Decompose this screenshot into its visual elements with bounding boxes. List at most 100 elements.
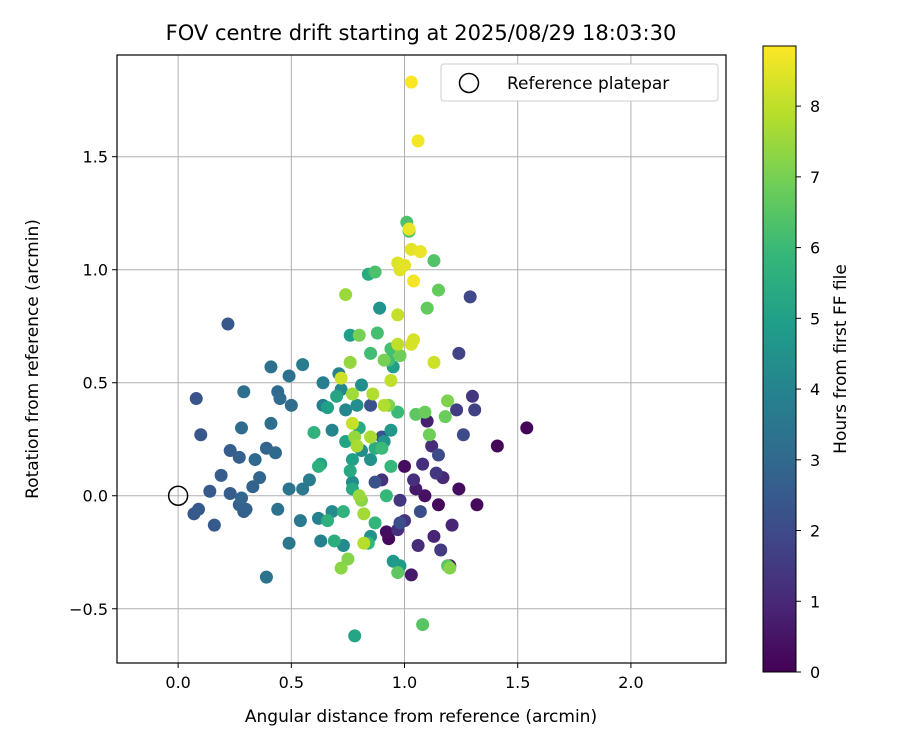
data-point (343, 355, 357, 369)
data-point (407, 274, 421, 288)
data-point (520, 421, 534, 435)
colorbar-tick-label: 0 (810, 663, 820, 682)
data-point (398, 459, 412, 473)
data-point (282, 369, 296, 383)
data-point (468, 403, 482, 417)
data-point (364, 346, 378, 360)
data-point (237, 385, 251, 399)
data-point (413, 245, 427, 259)
data-point (364, 430, 378, 444)
data-point (407, 473, 421, 487)
data-point (259, 570, 273, 584)
data-point (264, 360, 278, 374)
data-point (420, 301, 434, 315)
data-point (398, 258, 412, 272)
data-point (336, 505, 350, 519)
y-tick-label: −0.5 (69, 600, 108, 619)
data-point (207, 518, 221, 532)
data-point (456, 428, 470, 442)
x-tick-label: 1.5 (505, 673, 530, 692)
data-point (345, 453, 359, 467)
colorbar-tick-label: 3 (810, 451, 820, 470)
colorbar-ticks: 0 1 2 3 4 5 6 7 8 (796, 97, 820, 682)
data-point (350, 398, 364, 412)
data-point (431, 283, 445, 297)
data-point (348, 629, 362, 643)
grid-lines (117, 55, 726, 663)
data-point (192, 502, 206, 516)
data-point (407, 333, 421, 347)
colorbar: 0 1 2 3 4 5 6 7 8 Hours from first FF file (762, 45, 851, 682)
y-ticks: −0.5 0.0 0.5 1.0 1.5 (69, 148, 117, 619)
y-tick-label: 0.0 (83, 487, 108, 506)
data-point (373, 301, 387, 315)
data-point (393, 349, 407, 363)
data-point (334, 561, 348, 575)
legend-marker-icon (458, 72, 480, 94)
data-point (391, 405, 405, 419)
colorbar-label: Hours from first FF file (831, 264, 851, 454)
data-point (350, 439, 364, 453)
reference-platepar-marker (167, 485, 189, 506)
data-point (293, 514, 307, 528)
data-point (393, 493, 407, 507)
data-point (366, 387, 380, 401)
data-point (368, 516, 382, 530)
data-point (429, 466, 443, 480)
data-point (341, 552, 355, 566)
data-point (368, 475, 382, 489)
data-point (284, 398, 298, 412)
data-point (223, 486, 237, 500)
data-point (194, 428, 208, 442)
x-tick-label: 0.5 (279, 673, 304, 692)
legend-box (440, 63, 719, 102)
reference-marker-layer (167, 485, 189, 506)
x-tick-label: 0.0 (165, 673, 190, 692)
data-point (416, 618, 430, 632)
data-point (393, 516, 407, 530)
data-point (434, 543, 448, 557)
data-point (232, 450, 246, 464)
data-point (223, 444, 237, 458)
data-point (431, 448, 445, 462)
data-point (411, 134, 425, 148)
data-point (248, 453, 262, 467)
data-point (235, 421, 249, 435)
colorbar-gradient (762, 45, 797, 673)
data-point (422, 428, 436, 442)
colorbar-tick-label: 6 (810, 239, 820, 258)
data-point (339, 403, 353, 417)
data-point (314, 534, 328, 548)
data-point (402, 222, 416, 236)
colorbar-tick-label: 1 (810, 592, 820, 611)
data-point (384, 423, 398, 437)
data-point (418, 489, 432, 503)
y-tick-label: 0.5 (83, 374, 108, 393)
data-point (391, 308, 405, 322)
data-point (273, 392, 287, 406)
data-point (321, 401, 335, 415)
data-point (391, 337, 405, 351)
colorbar-tick-label: 8 (810, 97, 820, 116)
colorbar-tick-label: 2 (810, 522, 820, 541)
data-point (307, 425, 321, 439)
data-point (296, 482, 310, 496)
data-point (404, 75, 418, 89)
data-point (189, 392, 203, 406)
data-point (441, 394, 455, 408)
data-point (465, 389, 479, 403)
x-axis-label: Angular distance from reference (arcmin) (245, 707, 597, 727)
data-point (490, 439, 504, 453)
plot-frame (116, 54, 727, 664)
data-point (470, 498, 484, 512)
data-point (364, 398, 378, 412)
data-point (268, 446, 282, 460)
data-point (345, 387, 359, 401)
data-point (445, 518, 459, 532)
y-tick-label: 1.0 (83, 261, 108, 280)
x-tick-label: 1.0 (392, 673, 417, 692)
data-point (246, 480, 260, 494)
data-point (452, 482, 466, 496)
data-point (339, 288, 353, 302)
